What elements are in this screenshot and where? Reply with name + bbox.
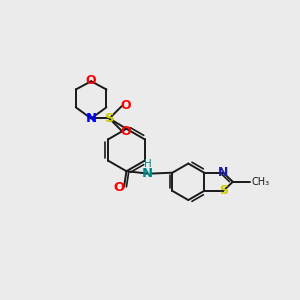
Text: S: S — [105, 112, 114, 125]
Text: H: H — [144, 159, 152, 170]
Text: N: N — [85, 112, 97, 125]
Text: N: N — [142, 167, 153, 180]
Text: O: O — [120, 125, 131, 138]
Text: S: S — [219, 184, 228, 197]
Text: CH₃: CH₃ — [252, 177, 270, 187]
Text: O: O — [113, 181, 125, 194]
Text: O: O — [86, 74, 96, 87]
Text: N: N — [218, 166, 228, 179]
Text: O: O — [120, 99, 131, 112]
